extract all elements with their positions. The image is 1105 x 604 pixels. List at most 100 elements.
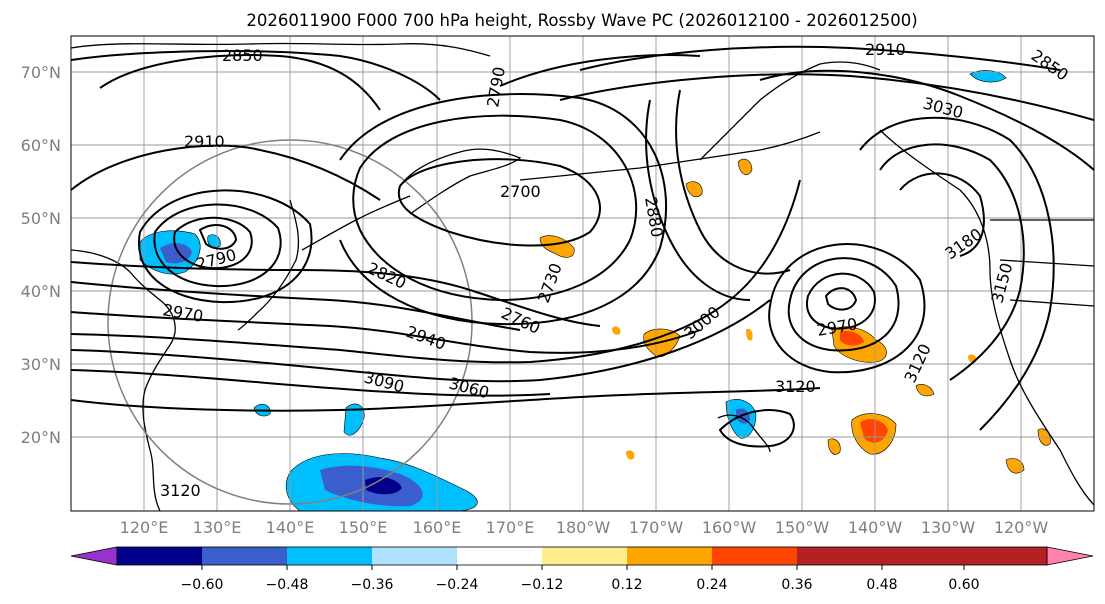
anomaly-shading [139,70,1051,511]
contour-ne-low-inner [824,287,858,311]
coast-kamchatka [399,148,522,215]
lat-label: 20°N [21,428,61,447]
contour-label: 2910 [865,40,906,59]
colorbar-bin [287,547,372,565]
lon-label: 160°W [702,518,757,537]
colorbar-bin [202,547,287,565]
longitude-labels: 120°E 130°E 140°E 150°E 160°E 170°E 180°… [120,518,1049,537]
lon-label: 150°W [775,518,830,537]
lat-label: 30°N [21,355,61,374]
coast-alaska [699,61,881,161]
pos-anomaly-ne-pacific-core [840,330,864,346]
contour-3120-loop [718,409,795,448]
lon-label: 120°W [994,518,1049,537]
colorbar-tick-label: 0.48 [866,577,897,593]
contour-label: 2850 [222,46,263,65]
pos-anomaly-tiny-2 [746,328,753,341]
contour-west-low-2 [173,216,253,270]
neg-anomaly-arctic [969,70,1007,83]
coast-asia-north [71,42,491,57]
colorbar-tick-label: 0.36 [781,577,812,593]
lon-label: 130°W [921,518,976,537]
contour-2850 [99,54,381,111]
contour-west-low-4 [137,189,313,304]
colorbar-tick-label: 0.12 [611,577,642,593]
contour-ne-low-3 [787,257,900,352]
contour-label: 2700 [500,182,541,201]
map-frame [70,35,1095,512]
lon-label: 120°E [120,518,169,537]
neg-anomaly-small-1 [343,403,365,436]
contour-3180 [899,172,985,257]
colorbar-tick-label: 0.24 [696,577,727,593]
contour-3120-south [71,387,821,412]
contour-2880 [71,281,521,331]
colorbar: −0.60 −0.48 −0.36 −0.24 −0.12 0.12 0.24 … [70,546,1094,593]
colorbar-tick-label: −0.24 [436,577,479,593]
pos-anomaly-alaska [737,158,753,175]
coast-na-west [879,129,1094,506]
lon-label: 130°E [193,518,242,537]
colorbar-bin [627,547,712,565]
contour-north-1 [559,73,1094,121]
colorbar-tick-label: 0.60 [948,577,979,593]
colorbar-tick-label: −0.36 [351,577,394,593]
contour-ridge-east-2 [859,116,1055,431]
lon-label: 140°W [848,518,903,537]
lon-label: 140°E [266,518,315,537]
pos-anomaly-east-5 [915,384,935,397]
height-contours [71,45,1094,448]
lat-label: 60°N [21,136,61,155]
contour-label: 3120 [775,377,816,396]
figure-title: 2026011900 F000 700 hPa height, Rossby W… [246,11,917,30]
lon-label: 170°E [486,518,535,537]
lat-label: 50°N [21,209,61,228]
contour-north-2 [499,54,701,87]
contour-label: 2910 [184,132,225,151]
pos-anomaly-tiny-1 [612,326,621,335]
colorbar-tick-label: −0.60 [181,577,224,593]
contour-3060 [71,299,771,383]
contour-2700 [397,158,601,247]
colorbar-bin [712,547,797,565]
contour-3000 [71,179,801,364]
colorbar-tick-label: −0.48 [266,577,309,593]
pos-anomaly-tiny-3 [626,450,635,460]
contour-2820 [71,261,601,327]
colorbar-bin [797,547,882,565]
contour-label: 3120 [160,481,201,500]
lon-label: 150°E [339,518,388,537]
contour-3030 [759,69,1094,171]
contour-ridge-east-1 [879,143,1025,381]
lat-label: 40°N [21,282,61,301]
colorbar-extend-low [70,546,118,566]
latitude-labels: 70°N 60°N 50°N 40°N 30°N 20°N [21,63,61,447]
coast-kurils [301,195,411,251]
map-background [71,36,1094,511]
lon-label: 170°W [629,518,684,537]
colorbar-ticks [201,565,965,570]
colorbar-bin [964,547,1047,565]
contour-west-low-3 [153,203,282,288]
contour-ridge-1 [352,114,638,302]
colorbar-bin [882,547,964,565]
colorbar-bin [372,547,457,565]
pos-anomaly-gulf [685,181,703,197]
contour-west-low-inner [198,224,238,250]
lon-label: 180°W [556,518,611,537]
contour-trough-2 [675,89,791,275]
colorbar-tick-label: −0.12 [521,577,564,593]
contour-ne-low-2 [806,272,876,330]
lat-label: 70°N [21,63,61,82]
pos-anomaly-east-2 [1005,458,1025,474]
pos-anomaly-east-4 [827,438,841,455]
contour-2790-arc [71,50,441,101]
graticule [71,36,1094,511]
coast-asia-east [71,249,176,511]
neg-anomaly-hawaii-core [736,408,750,424]
contour-2910 [71,144,381,201]
colorbar-outline [116,546,1048,566]
neg-anomaly-subtropic-core [365,477,402,495]
colorbar-bin [457,547,542,565]
